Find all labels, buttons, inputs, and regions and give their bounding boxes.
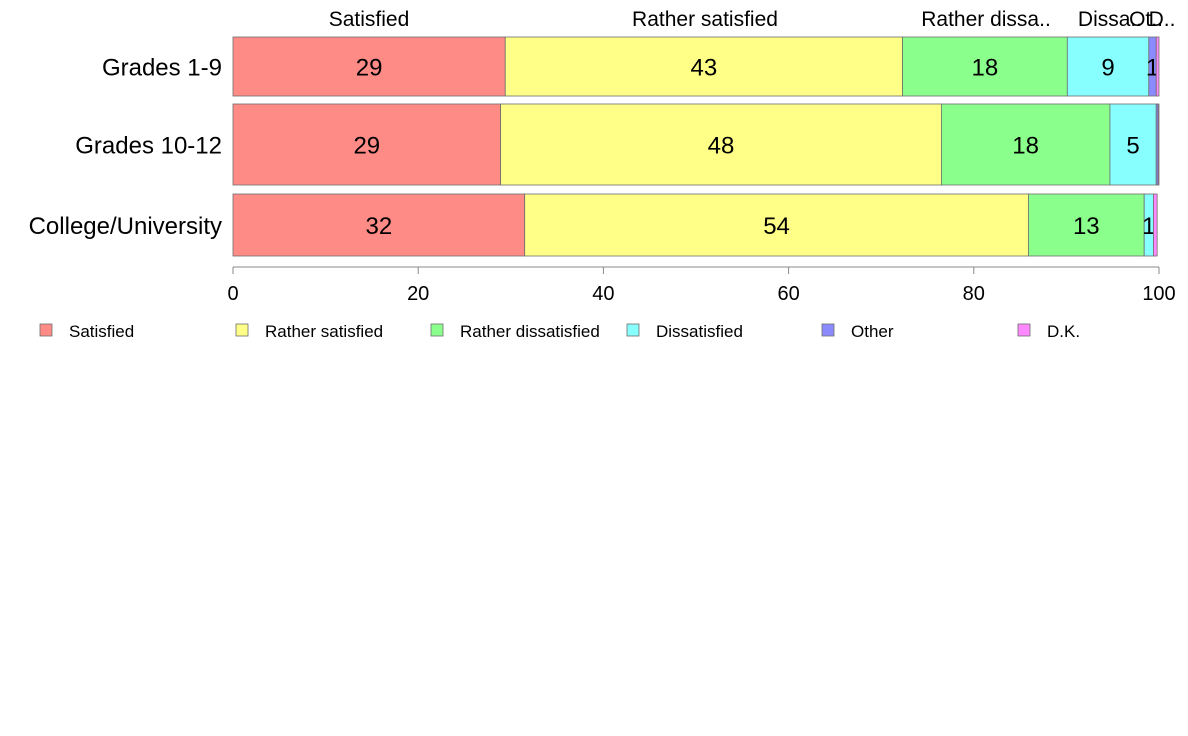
- legend-label-2: Rather dissatisfied: [460, 322, 600, 341]
- legend-swatch-5: [1017, 323, 1031, 337]
- bar-1-1: [500, 103, 942, 186]
- x-tick-label-1: 20: [407, 283, 429, 305]
- data-label-0-2: 18: [972, 55, 999, 82]
- legend-swatch-4: [821, 323, 835, 337]
- data-label-2-1: 54: [763, 213, 790, 240]
- bar-1-3: [1109, 103, 1157, 186]
- data-label-1-3: 5: [1126, 133, 1139, 160]
- bar-2-1: [524, 193, 1029, 257]
- x-tick-label-2: 40: [592, 283, 614, 305]
- x-tick-label-0: 0: [227, 283, 238, 305]
- data-label-2-3: 1: [1142, 213, 1155, 240]
- data-label-0-3: 9: [1101, 55, 1114, 82]
- data-label-2-0: 32: [365, 213, 392, 240]
- data-label-0-1: 43: [691, 55, 718, 82]
- top-label-3: Dissa..: [1078, 8, 1142, 31]
- data-label-0-0: 29: [356, 55, 383, 82]
- legend-swatch-0: [39, 323, 53, 337]
- data-label-1-2: 18: [1012, 133, 1039, 160]
- category-label-1: Grades 10-12: [75, 133, 222, 160]
- data-label-1-0: 29: [353, 133, 380, 160]
- legend-swatch-2: [430, 323, 444, 337]
- bar-2-2: [1028, 193, 1145, 257]
- x-tick-label-3: 60: [777, 283, 799, 305]
- x-tick-label-5: 100: [1142, 283, 1175, 305]
- bar-2-0: [232, 193, 526, 257]
- top-label-1: Rather satisfied: [632, 8, 778, 31]
- legend-label-0: Satisfied: [69, 322, 134, 341]
- top-label-4: Ot..: [1129, 8, 1163, 31]
- bar-0-1: [504, 36, 903, 97]
- top-label-0: Satisfied: [329, 8, 410, 31]
- legend-label-4: Other: [851, 322, 894, 341]
- top-label-2: Rather dissa..: [921, 8, 1051, 31]
- top-label-5: D..: [1149, 8, 1176, 31]
- bar-1-2: [940, 103, 1111, 186]
- x-tick-label-4: 80: [963, 283, 985, 305]
- legend-label-5: D.K.: [1047, 322, 1080, 341]
- legend-swatch-3: [626, 323, 640, 337]
- category-label-0: Grades 1-9: [102, 55, 222, 82]
- data-label-1-1: 48: [708, 133, 735, 160]
- bar-0-2: [902, 36, 1068, 97]
- bar-0-0: [232, 36, 506, 97]
- category-label-2: College/University: [29, 213, 222, 240]
- legend-label-1: Rather satisfied: [265, 322, 383, 341]
- bar-1-0: [232, 103, 502, 186]
- bar-2-5: [1153, 193, 1158, 257]
- bar-0-5: [1155, 36, 1160, 97]
- data-label-2-2: 13: [1073, 213, 1100, 240]
- bar-0-3: [1066, 36, 1150, 97]
- bar-1-5: [1157, 103, 1160, 186]
- legend-label-3: Dissatisfied: [656, 322, 743, 341]
- legend-swatch-1: [235, 323, 249, 337]
